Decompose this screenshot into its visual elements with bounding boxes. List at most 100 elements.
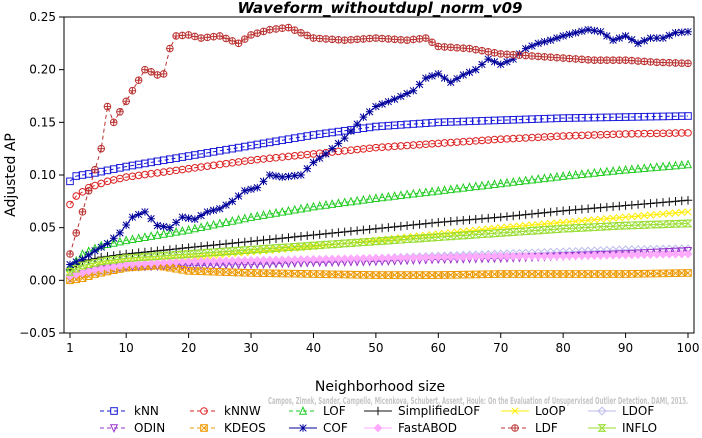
- data-point-simplifiedlof: [483, 213, 493, 223]
- data-point-simplifiedlof: [277, 233, 287, 243]
- data-point-cof: [309, 158, 318, 167]
- data-point-simplifiedlof: [446, 217, 456, 226]
- data-point-lof: [671, 160, 680, 170]
- data-point-simplifiedlof: [652, 198, 662, 208]
- data-point-lof: [396, 190, 405, 200]
- data-point-cof: [203, 208, 212, 216]
- data-point-ldf: [596, 56, 605, 64]
- data-point-ldf: [259, 27, 268, 36]
- data-point-ldf: [203, 33, 212, 42]
- data-point-lof: [484, 179, 493, 189]
- data-point-ldf: [122, 97, 130, 106]
- data-point-lof: [640, 163, 649, 172]
- data-point-fastabod: [377, 253, 387, 263]
- data-point-ldf: [240, 35, 249, 43]
- data-point-lof: [471, 181, 480, 191]
- data-point-lof: [502, 177, 512, 187]
- data-point-cof: [659, 34, 667, 42]
- data-point-fastabod: [621, 250, 630, 260]
- data-point-fastabod: [196, 256, 206, 266]
- chart-title: Waveform_withoutdupl_norm_v09: [238, 0, 523, 17]
- data-point-lof: [602, 166, 611, 176]
- data-point-lof: [477, 180, 487, 190]
- data-point-kdeos: [471, 270, 480, 279]
- legend-item-cof: COF: [289, 421, 348, 435]
- data-point-loop: [603, 215, 611, 223]
- data-point-fastabod: [315, 254, 325, 264]
- data-point-ldf: [359, 35, 368, 43]
- data-point-ldf: [372, 34, 380, 42]
- data-point-fastabod: [202, 256, 212, 266]
- data-point-fastabod: [209, 256, 218, 266]
- data-point-ldf: [197, 34, 205, 42]
- data-point-lof: [197, 222, 206, 232]
- data-point-simplifiedlof: [558, 206, 568, 216]
- data-point-simplifiedlof: [452, 216, 462, 226]
- data-point-kdeos: [290, 269, 299, 278]
- data-point-cof: [584, 25, 592, 34]
- data-point-fastabod: [128, 259, 137, 269]
- data-point-cof: [415, 80, 424, 89]
- data-point-ldf: [415, 34, 424, 43]
- data-point-loop: [615, 214, 623, 222]
- legend-label: kNN: [134, 404, 159, 418]
- data-point-cof: [240, 187, 249, 195]
- data-point-ldf: [621, 56, 630, 64]
- data-point-simplifiedlof: [671, 197, 680, 206]
- data-point-simplifiedlof: [159, 245, 168, 255]
- data-point-lof: [559, 171, 568, 180]
- data-point-ldf: [559, 54, 567, 62]
- data-point-simplifiedlof: [590, 203, 599, 213]
- data-point-fastabod: [671, 249, 680, 259]
- data-point-simplifiedlof: [608, 202, 618, 211]
- data-point-ldf: [78, 208, 87, 216]
- data-point-fastabod: [259, 255, 268, 265]
- data-point-simplifiedlof: [390, 222, 399, 232]
- data-point-cof: [109, 234, 118, 242]
- data-point-simplifiedlof: [465, 215, 474, 225]
- data-point-simplifiedlof: [677, 196, 687, 206]
- data-point-lof: [284, 205, 293, 215]
- data-point-fastabod: [608, 250, 618, 260]
- data-point-ldf: [172, 32, 180, 40]
- data-point-cof: [671, 29, 680, 37]
- data-point-loop: [559, 218, 567, 227]
- data-point-ldf: [515, 51, 524, 59]
- data-point-fastabod: [290, 255, 300, 264]
- series-cof: [66, 25, 692, 269]
- data-point-ldf: [490, 49, 499, 57]
- data-point-cof: [378, 100, 386, 108]
- data-point-simplifiedlof: [396, 221, 406, 231]
- data-point-fastabod: [633, 250, 643, 260]
- legend-label: SimplifiedLOF: [398, 404, 480, 418]
- legend-label: LDOF: [622, 404, 654, 418]
- data-point-loop: [628, 212, 636, 221]
- data-point-fastabod: [346, 254, 356, 264]
- data-point-lof: [209, 219, 218, 229]
- data-point-cof: [284, 172, 293, 181]
- data-point-lof: [459, 182, 468, 192]
- data-point-cof: [459, 71, 468, 79]
- data-point-cof: [528, 42, 536, 50]
- data-point-cof: [684, 27, 692, 36]
- data-point-simplifiedlof: [265, 235, 275, 244]
- data-point-ldf: [97, 144, 106, 153]
- data-point-simplifiedlof: [140, 247, 150, 257]
- data-point-fastabod: [614, 250, 624, 260]
- data-point-simplifiedlof: [683, 195, 693, 205]
- data-point-simplifiedlof: [315, 230, 324, 239]
- data-point-knn: [684, 112, 692, 120]
- data-point-simplifiedlof: [515, 210, 524, 220]
- data-point-simplifiedlof: [458, 215, 468, 225]
- data-point-ldf: [378, 34, 386, 43]
- data-point-lof: [515, 176, 524, 186]
- legend-label: ODIN: [134, 421, 165, 434]
- data-point-cof: [478, 60, 486, 69]
- data-point-cof: [397, 92, 405, 101]
- data-point-ldf: [671, 59, 680, 67]
- data-point-inflo: [102, 256, 112, 265]
- data-point-fastabod: [596, 251, 605, 260]
- data-point-lof: [446, 184, 455, 194]
- data-point-knnw: [91, 181, 99, 190]
- data-point-cof: [490, 57, 499, 66]
